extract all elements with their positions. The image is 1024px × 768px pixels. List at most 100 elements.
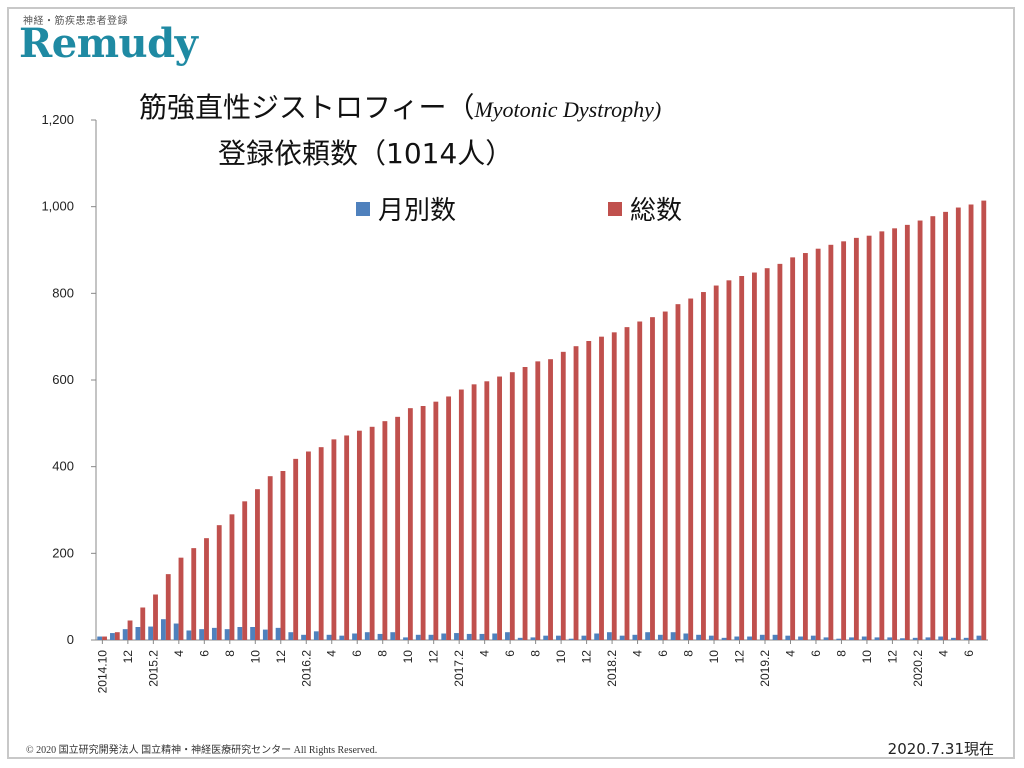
bar-monthly (823, 637, 829, 640)
x-tick-label: 6 (962, 650, 976, 657)
bar-total (306, 451, 311, 640)
bar-total (140, 607, 146, 640)
bar-total (573, 346, 579, 640)
x-tick-label: 10 (248, 650, 262, 664)
bar-total (548, 359, 553, 640)
chart-title-line2: 登録依頼数（1014人） (218, 137, 514, 170)
x-tick-label: 2014.10 (95, 650, 109, 694)
bar-total (713, 285, 719, 640)
bar-monthly (250, 627, 256, 640)
brand-logo: Remudy (19, 20, 198, 67)
bar-monthly (377, 633, 383, 640)
bar-total (318, 447, 324, 640)
x-tick-label: 4 (325, 650, 339, 657)
bar-total (293, 458, 299, 640)
bar-monthly (683, 633, 689, 640)
bar-total (191, 548, 197, 640)
y-tick-label: 0 (67, 632, 74, 647)
bar-total (637, 321, 643, 640)
legend-monthly: 月別数 (356, 190, 456, 227)
bar-monthly (708, 635, 714, 640)
bar-total (420, 406, 426, 640)
x-tick-label: 2020.2 (911, 650, 925, 687)
x-tick-label: 2016.2 (299, 650, 313, 687)
legend-label-total: 総数 (630, 196, 683, 226)
bar-total (407, 408, 413, 640)
x-tick-label: 8 (834, 650, 848, 657)
bar-monthly (186, 630, 192, 640)
bar-total (535, 361, 541, 640)
bar-total (586, 341, 592, 640)
y-tick-label: 200 (52, 545, 74, 560)
bar-monthly (836, 638, 842, 640)
bar-total (267, 476, 273, 640)
legend-total: 総数 (608, 190, 682, 227)
bar-monthly (517, 637, 523, 640)
bar-total (955, 207, 961, 641)
x-tick-label: 8 (682, 650, 696, 657)
bar-monthly (530, 637, 536, 640)
x-tick-label: 6 (656, 650, 670, 657)
bar-monthly (364, 632, 370, 640)
bar-monthly (925, 637, 931, 640)
bar-total (356, 430, 362, 640)
as-of-date: 2020.7.31現在 (887, 740, 994, 758)
y-tick-label: 1,000 (41, 199, 74, 214)
y-tick-label: 600 (52, 372, 74, 387)
x-tick-label: 8 (529, 650, 543, 657)
bar-monthly (454, 633, 459, 640)
bar-total (828, 244, 834, 641)
x-tick-label: 12 (885, 650, 899, 664)
bar-monthly (696, 634, 702, 640)
bar-monthly (721, 637, 727, 640)
x-tick-label: 8 (376, 650, 390, 657)
bar-total (624, 327, 630, 640)
bar-monthly (951, 637, 956, 640)
legend-label-monthly: 月別数 (378, 196, 457, 226)
x-tick-label: 2018.2 (605, 650, 619, 687)
bar-total (522, 367, 528, 640)
bar-monthly (606, 632, 612, 640)
bar-total (968, 204, 974, 640)
bar-monthly (976, 635, 982, 640)
bar-monthly (849, 637, 854, 640)
bar-monthly (237, 627, 243, 640)
legend-swatch-monthly (356, 201, 370, 216)
bar-monthly (568, 638, 574, 640)
bar-monthly (97, 636, 103, 640)
bar-monthly (479, 633, 485, 640)
y-tick-label: 1,200 (41, 112, 74, 127)
bar-total (599, 336, 604, 640)
bar-total (509, 372, 515, 640)
x-tick-label: 12 (733, 650, 747, 664)
bar-monthly (747, 636, 753, 640)
bar-total (484, 381, 490, 640)
bar-total (650, 317, 655, 640)
bar-total (892, 228, 898, 641)
bar-monthly (262, 629, 268, 640)
x-tick-label: 12 (121, 650, 135, 664)
bar-total (216, 525, 222, 640)
bar-total (815, 248, 821, 640)
bar-total (879, 231, 885, 640)
bar-total (331, 439, 337, 640)
bar-monthly (403, 637, 408, 640)
x-tick-label: 6 (197, 650, 211, 657)
bar-total (930, 216, 936, 640)
x-tick-label: 2015.2 (146, 650, 160, 687)
bar-monthly (785, 635, 791, 640)
bar-total (369, 426, 375, 640)
bar-monthly (759, 634, 765, 640)
bar-monthly (415, 634, 421, 640)
bar-monthly (339, 635, 345, 640)
bar-total (102, 636, 107, 640)
bar-monthly (224, 629, 230, 640)
bar-monthly (556, 635, 561, 640)
bar-monthly (313, 631, 319, 640)
x-tick-label: 4 (783, 650, 797, 657)
x-tick-label: 2019.2 (758, 650, 772, 687)
bar-total (790, 257, 796, 640)
bar-monthly (861, 636, 867, 640)
x-tick-label: 4 (631, 650, 645, 657)
